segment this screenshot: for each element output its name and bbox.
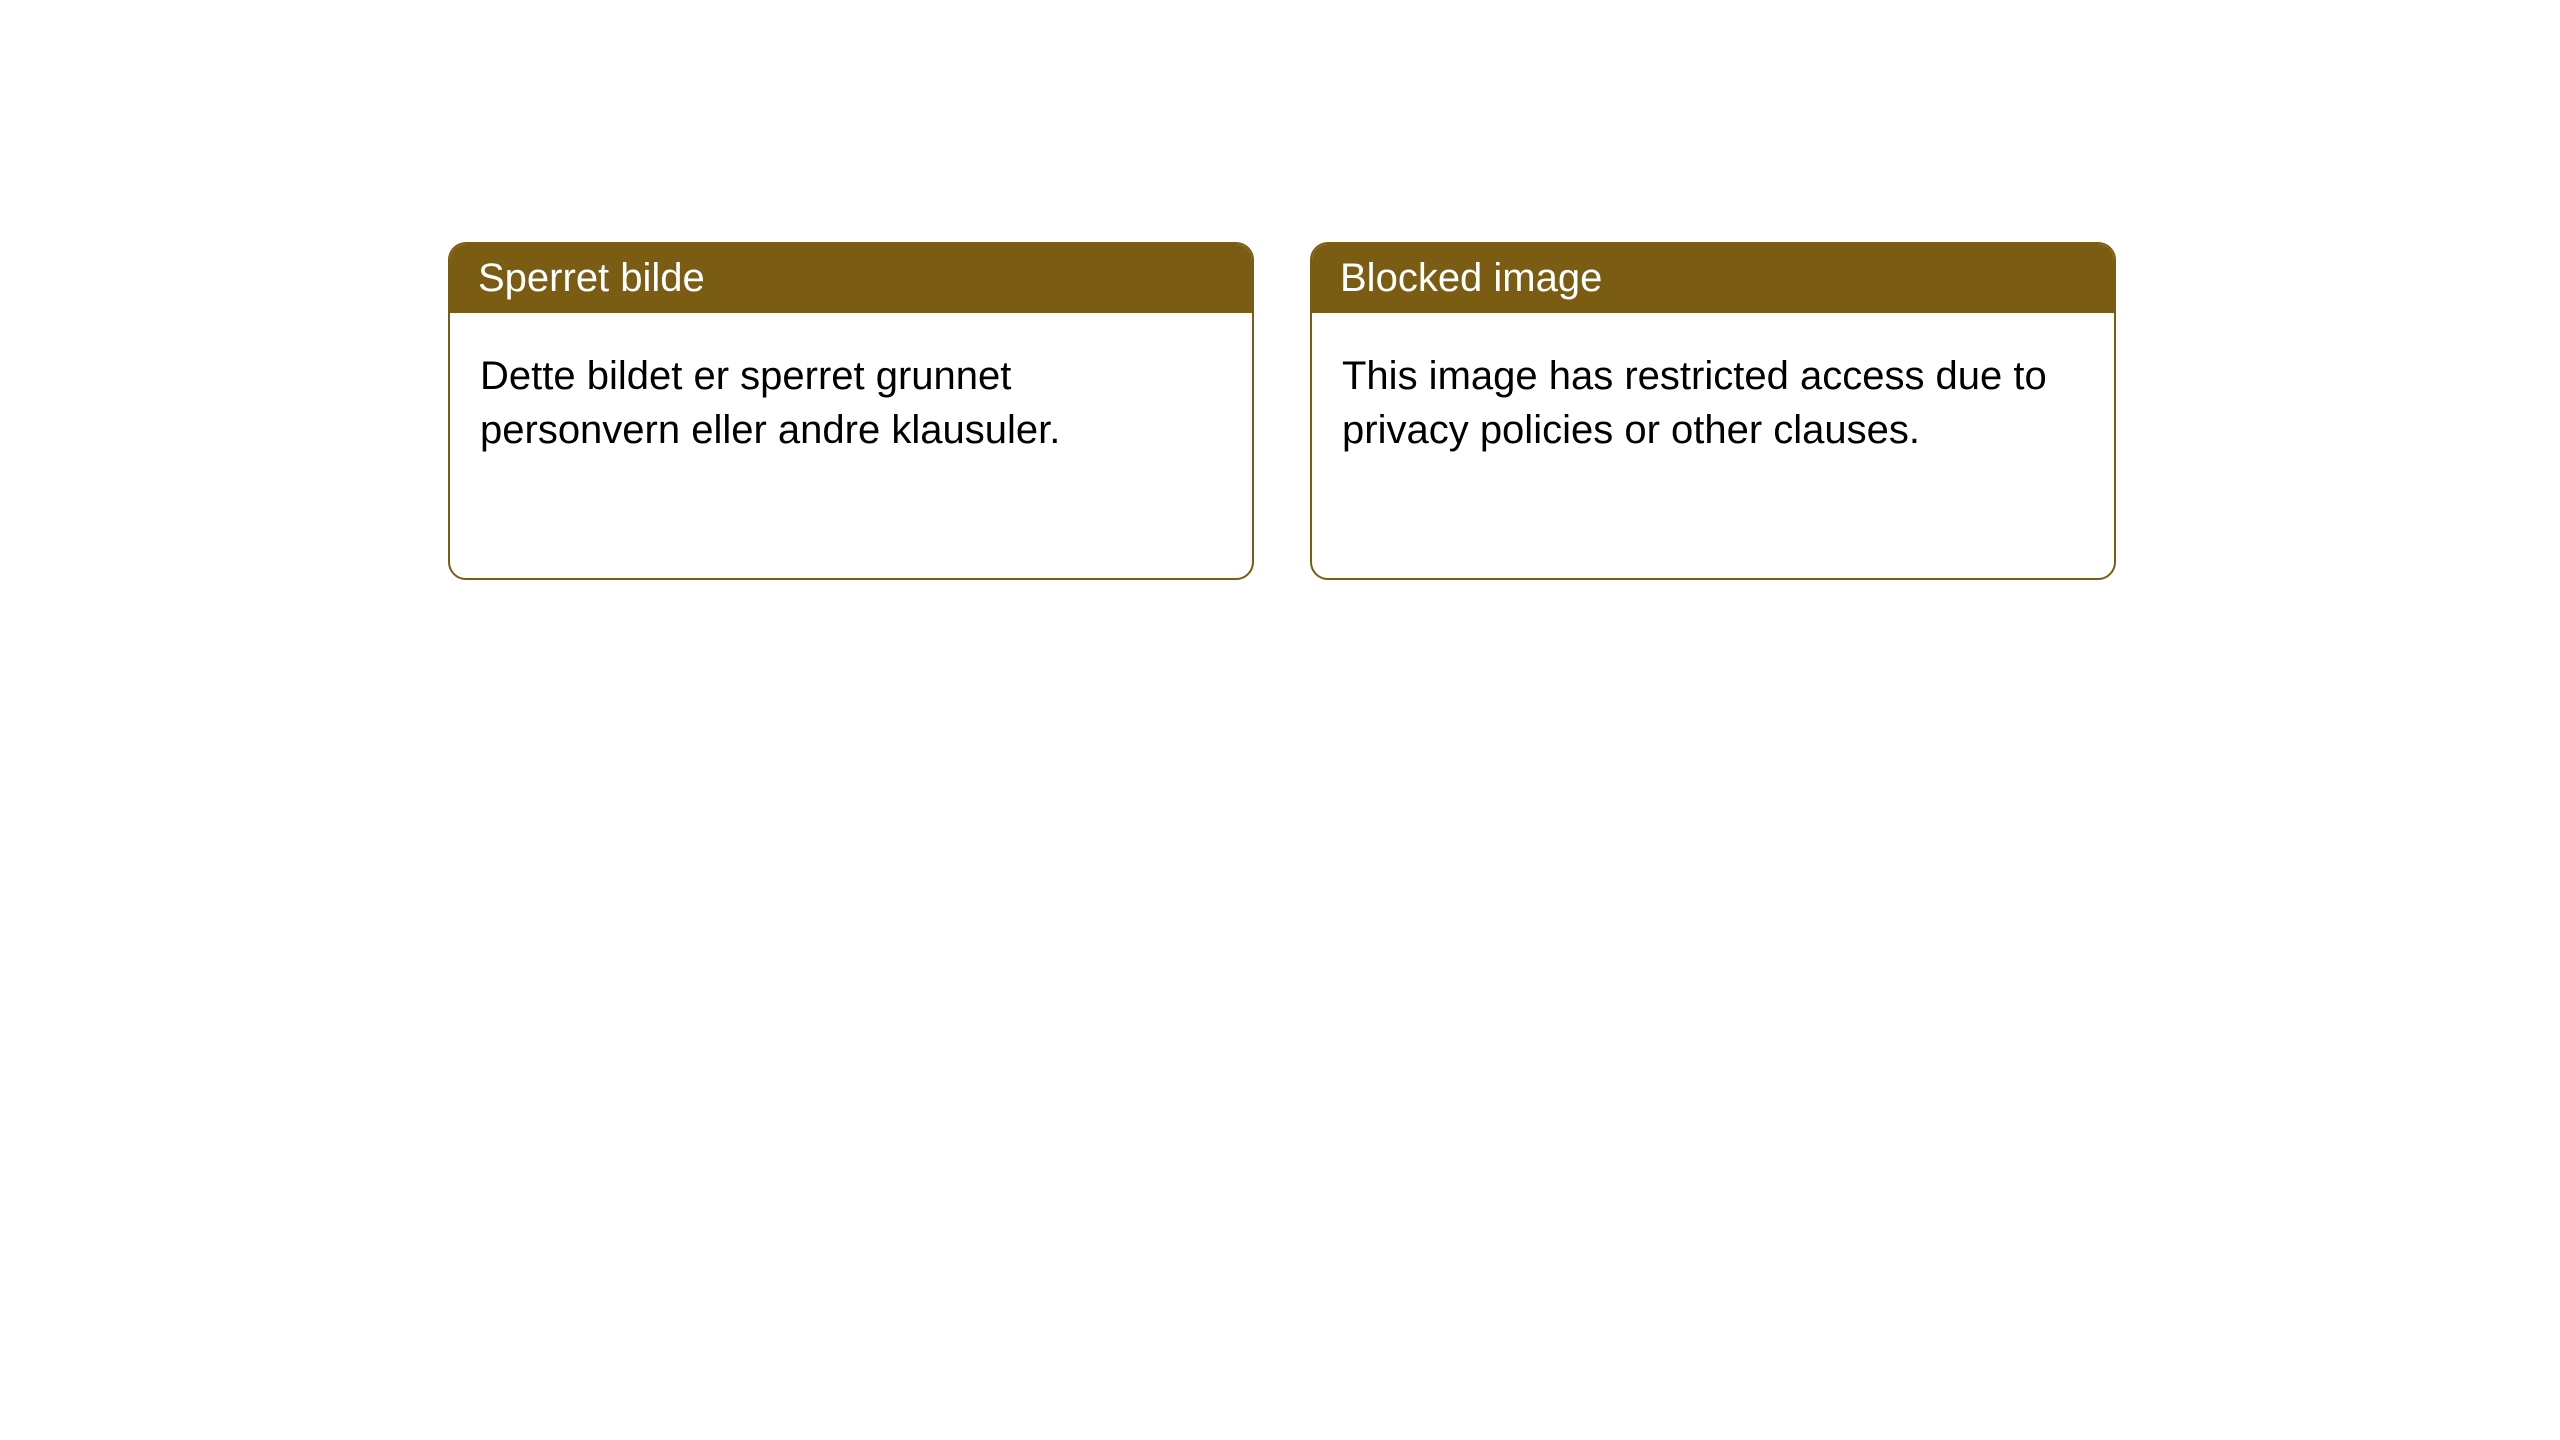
notice-card-english: Blocked image This image has restricted … (1310, 242, 2116, 580)
notice-body: This image has restricted access due to … (1312, 313, 2114, 493)
notice-header: Sperret bilde (450, 244, 1252, 313)
notice-card-norwegian: Sperret bilde Dette bildet er sperret gr… (448, 242, 1254, 580)
notice-body: Dette bildet er sperret grunnet personve… (450, 313, 1252, 493)
notice-header: Blocked image (1312, 244, 2114, 313)
notice-container: Sperret bilde Dette bildet er sperret gr… (0, 0, 2560, 580)
